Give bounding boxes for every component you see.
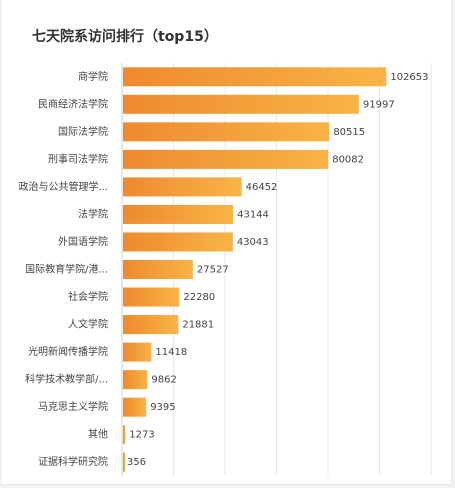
- value-label: 11418: [155, 347, 187, 358]
- bar[interactable]: [123, 122, 330, 142]
- category-label: 证据科学研究院: [38, 455, 108, 468]
- category-label: 光明新闻传播学院: [28, 345, 108, 358]
- bar[interactable]: [123, 287, 180, 307]
- bar[interactable]: [123, 149, 329, 169]
- category-label: 政治与公共管理学...: [18, 180, 108, 193]
- category-label: 马克思主义学院: [38, 400, 108, 413]
- bar[interactable]: [123, 94, 359, 114]
- category-label: 其他: [88, 428, 108, 441]
- chart-title: 七天院系访问排行（top15）: [32, 29, 218, 45]
- value-label: 22280: [183, 292, 215, 303]
- bar-chart: 商学院 102653 民商经济法学院 91997 国际法学院 80515 刑事司法学院 800…: [18, 63, 432, 476]
- bar[interactable]: [123, 315, 179, 335]
- category-label: 人文学院: [68, 318, 108, 331]
- bars: 商学院 102653 民商经济法学院 91997 国际法学院 80515 刑事司法学院 800…: [18, 67, 429, 472]
- bar[interactable]: [123, 452, 125, 472]
- category-label: 社会学院: [68, 290, 108, 303]
- bar[interactable]: [123, 204, 234, 224]
- value-label: 91997: [363, 99, 395, 110]
- category-label: 民商经济法学院: [38, 97, 108, 110]
- bar[interactable]: [123, 370, 148, 390]
- value-label: 43144: [237, 209, 269, 220]
- value-label: 21881: [182, 320, 214, 331]
- value-label: 43043: [237, 237, 269, 248]
- category-label: 外国语学院: [58, 235, 108, 248]
- category-label: 科学技术教学部/...: [25, 373, 108, 386]
- category-label: 刑事司法学院: [48, 152, 108, 165]
- value-label: 9862: [151, 375, 176, 386]
- value-label: 80515: [333, 127, 365, 138]
- category-label: 国际教育学院/港...: [25, 263, 108, 276]
- value-label: 46452: [246, 182, 278, 193]
- value-label: 27527: [197, 265, 229, 276]
- bar[interactable]: [123, 397, 147, 417]
- category-label: 法学院: [78, 207, 108, 220]
- bar[interactable]: [123, 425, 126, 445]
- value-label: 102653: [390, 72, 428, 83]
- value-label: 356: [127, 457, 146, 468]
- bar[interactable]: [123, 260, 193, 279]
- value-label: 1273: [129, 430, 154, 441]
- value-label: 80082: [332, 154, 364, 165]
- value-label: 9395: [150, 402, 175, 413]
- bar[interactable]: [123, 67, 387, 87]
- category-label: 国际法学院: [58, 125, 108, 138]
- bar[interactable]: [123, 342, 152, 362]
- bar[interactable]: [123, 232, 233, 252]
- category-label: 商学院: [78, 70, 108, 83]
- bar[interactable]: [123, 177, 242, 197]
